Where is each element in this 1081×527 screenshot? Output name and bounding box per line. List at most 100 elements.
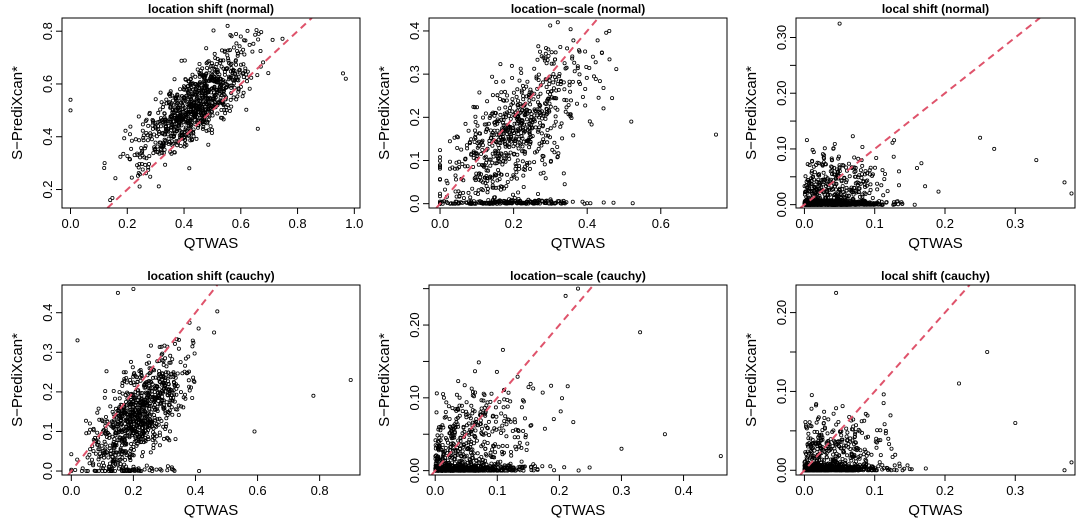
x-tick-label: 0.0: [426, 483, 444, 498]
data-point: [882, 177, 887, 182]
data-point: [68, 97, 73, 102]
data-point: [175, 383, 180, 388]
data-point: [210, 86, 215, 91]
x-axis-label: QTWAS: [184, 502, 238, 519]
data-point: [150, 382, 155, 387]
data-point: [221, 89, 226, 94]
data-point: [453, 450, 458, 455]
data-point: [491, 110, 496, 115]
scatter-panel: location shift (cauchy)0.0 0.2 0.4 0.6 0.80.…: [9, 269, 361, 519]
y-tick-label: 0.4: [40, 128, 55, 146]
data-point: [156, 393, 161, 398]
data-point: [593, 60, 598, 65]
data-point: [168, 353, 173, 358]
data-point: [821, 182, 826, 187]
x-tick-label: 0.4: [186, 483, 204, 498]
data-point: [543, 51, 548, 56]
data-point: [528, 141, 533, 146]
data-point: [870, 172, 875, 177]
data-point: [157, 387, 162, 392]
data-point: [514, 134, 519, 139]
data-point: [521, 200, 526, 205]
data-point: [91, 428, 96, 433]
data-point: [140, 450, 145, 455]
data-point: [469, 201, 474, 206]
data-point: [226, 61, 231, 66]
data-point: [137, 435, 142, 440]
data-point: [544, 61, 549, 66]
data-point: [99, 443, 104, 448]
data-point: [177, 133, 182, 138]
data-point: [838, 202, 843, 207]
data-point: [102, 161, 107, 166]
data-point: [565, 384, 570, 389]
data-point: [468, 195, 473, 200]
data-point: [846, 193, 851, 198]
data-point: [491, 466, 496, 471]
data-point: [584, 65, 589, 70]
panel-title: location−scale (cauchy): [510, 269, 646, 283]
data-point: [547, 82, 552, 87]
data-point: [134, 439, 139, 444]
data-point: [560, 200, 565, 205]
data-point: [516, 429, 521, 434]
data-point: [862, 190, 867, 195]
data-point: [821, 180, 826, 185]
data-point: [811, 184, 816, 189]
data-point: [537, 201, 542, 206]
data-point: [156, 131, 161, 136]
data-point: [213, 56, 218, 61]
data-point: [562, 465, 567, 470]
data-point: [493, 450, 498, 455]
data-point: [459, 147, 464, 152]
data-point: [876, 202, 881, 207]
data-point: [256, 31, 261, 36]
data-point: [490, 199, 495, 204]
data-point: [163, 162, 168, 167]
data-point: [266, 71, 271, 76]
data-point: [804, 138, 809, 143]
data-point: [205, 97, 210, 102]
data-point: [502, 419, 507, 424]
data-point: [107, 432, 112, 437]
reference-line: [799, 18, 1041, 208]
data-point: [542, 162, 547, 167]
y-tick-label: 0.10: [774, 136, 789, 161]
y-tick-label: 0.8: [40, 22, 55, 40]
data-point: [473, 190, 478, 195]
data-point: [842, 195, 847, 200]
data-point: [464, 453, 469, 458]
data-point: [475, 141, 480, 146]
data-point: [129, 381, 134, 386]
data-point: [190, 338, 195, 343]
data-point: [200, 108, 205, 113]
data-point: [474, 105, 479, 110]
data-point: [126, 414, 131, 419]
data-point: [490, 160, 495, 165]
data-point: [860, 163, 865, 168]
data-point: [192, 379, 197, 384]
data-point: [849, 185, 854, 190]
data-point: [502, 397, 507, 402]
x-tick-label: 0.2: [124, 483, 142, 498]
data-point: [498, 459, 503, 464]
data-point: [547, 101, 552, 106]
data-point: [159, 100, 164, 105]
data-point: [442, 187, 447, 192]
data-point: [149, 137, 154, 142]
data-point: [445, 181, 450, 186]
data-point: [441, 452, 446, 457]
data-point: [483, 129, 488, 134]
y-tick-label: 0.2: [40, 383, 55, 401]
data-point: [209, 109, 214, 114]
data-point: [523, 167, 528, 172]
data-point: [492, 426, 497, 431]
data-point: [497, 106, 502, 111]
data-point: [101, 460, 106, 465]
data-point: [443, 409, 448, 414]
data-point: [91, 463, 96, 468]
data-point: [171, 395, 176, 400]
data-point: [923, 466, 928, 471]
data-point: [541, 170, 546, 175]
data-point: [162, 376, 167, 381]
